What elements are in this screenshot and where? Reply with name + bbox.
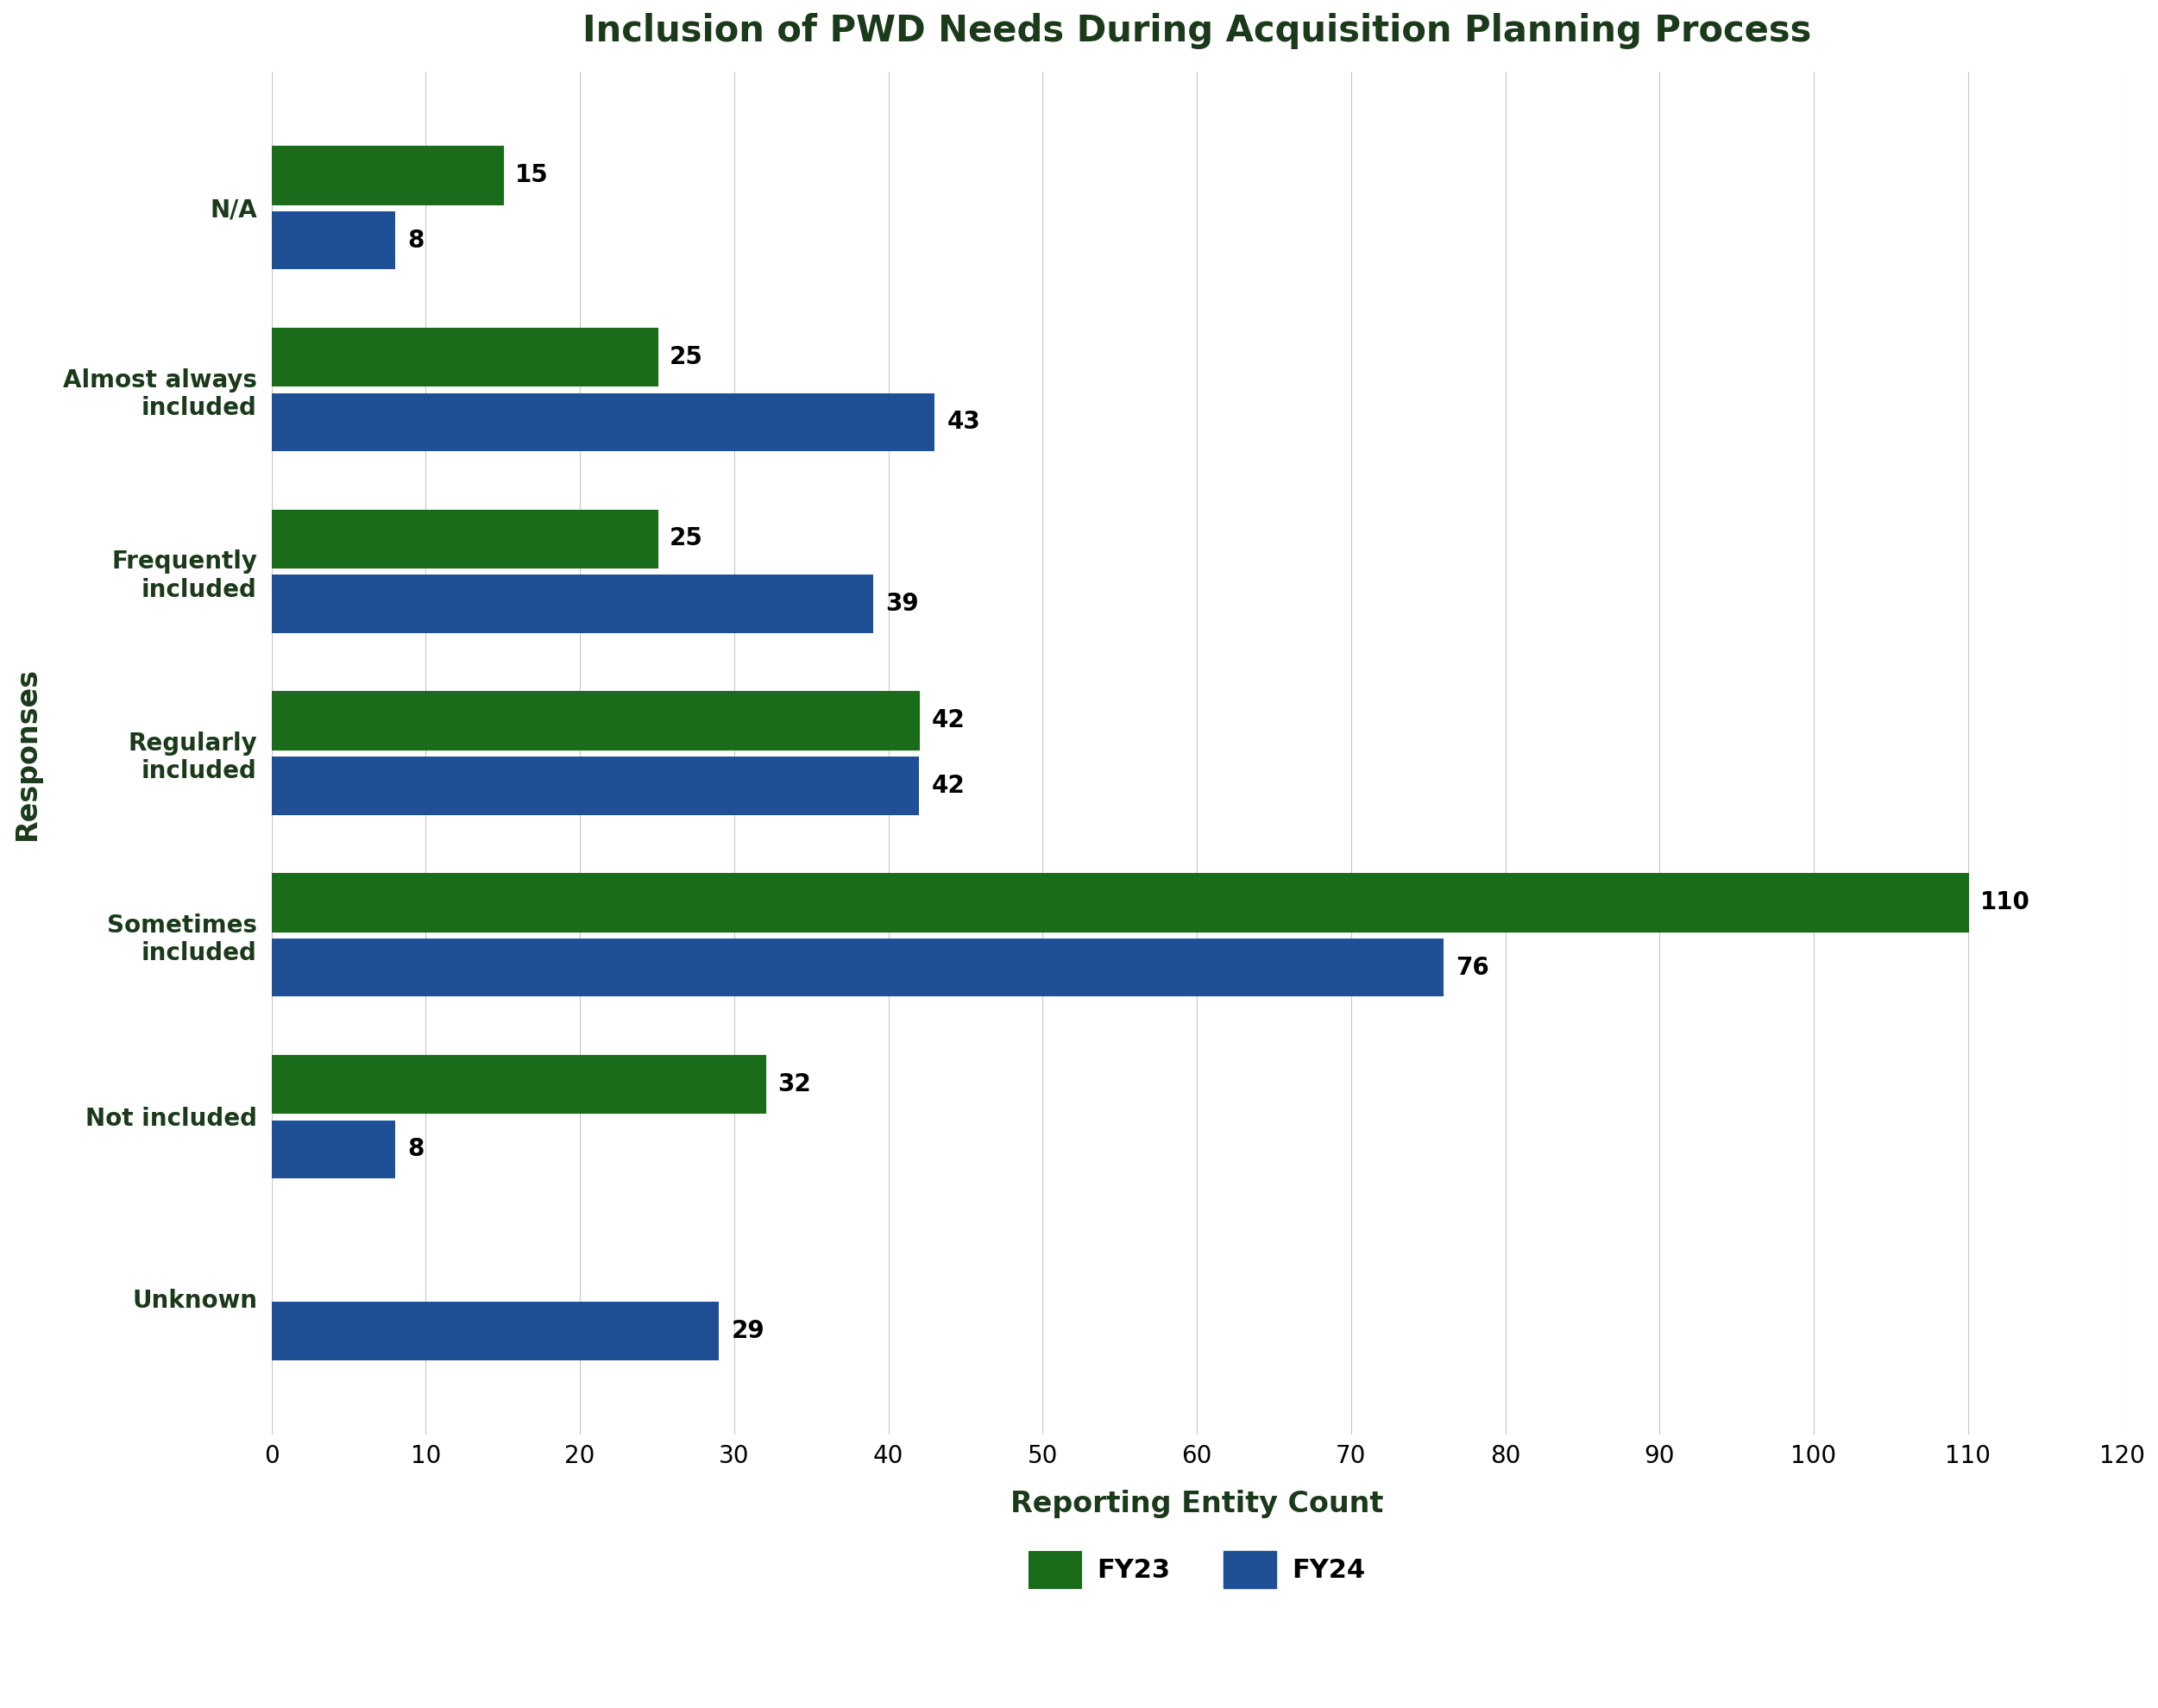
Bar [272, 757, 919, 815]
Bar [272, 1301, 719, 1360]
Bar [272, 938, 1444, 997]
Text: 8: 8 [408, 229, 423, 253]
Bar [272, 509, 656, 567]
X-axis label: Reporting Entity Count: Reporting Entity Count [1010, 1489, 1383, 1518]
Bar [272, 1120, 395, 1179]
Text: 25: 25 [669, 526, 704, 550]
Text: 8: 8 [408, 1138, 423, 1161]
Text: 32: 32 [777, 1073, 811, 1097]
Bar [272, 212, 395, 270]
Text: 42: 42 [932, 774, 965, 798]
Bar [272, 576, 874, 634]
Bar [272, 873, 1968, 931]
Y-axis label: Responses: Responses [13, 666, 41, 840]
Bar [272, 328, 656, 386]
Bar [272, 145, 503, 203]
Bar [272, 692, 919, 750]
Text: 43: 43 [947, 410, 980, 434]
Legend: FY23, FY24: FY23, FY24 [1019, 1541, 1375, 1599]
Text: 42: 42 [932, 709, 965, 733]
Text: 110: 110 [1981, 890, 2031, 914]
Title: Inclusion of PWD Needs During Acquisition Planning Process: Inclusion of PWD Needs During Acquisitio… [583, 14, 1811, 50]
Text: 25: 25 [669, 345, 704, 369]
Bar [272, 1056, 766, 1114]
Bar [272, 393, 934, 451]
Text: 76: 76 [1457, 955, 1489, 980]
Text: 15: 15 [516, 162, 548, 188]
Text: 29: 29 [732, 1319, 764, 1342]
Text: 39: 39 [885, 593, 919, 617]
